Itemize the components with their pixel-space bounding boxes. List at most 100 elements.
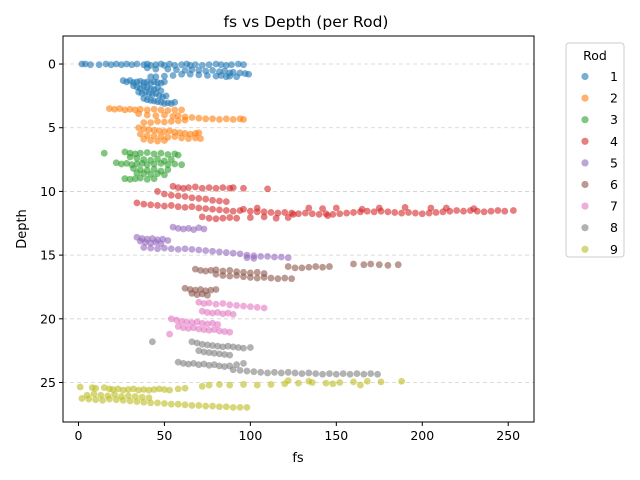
data-point — [133, 169, 141, 177]
data-point — [154, 117, 161, 125]
data-point — [374, 370, 381, 378]
data-point — [161, 202, 168, 210]
data-point — [202, 195, 210, 203]
data-point — [219, 214, 227, 222]
data-point — [221, 351, 228, 358]
data-point — [222, 198, 230, 206]
data-point — [245, 70, 253, 78]
data-point — [289, 210, 297, 218]
data-point — [360, 261, 368, 269]
data-point — [104, 392, 112, 400]
data-point — [236, 403, 244, 411]
data-point — [240, 273, 247, 281]
data-point — [174, 151, 182, 159]
data-point — [81, 60, 89, 68]
data-point — [509, 207, 517, 214]
data-point — [281, 209, 289, 216]
data-point — [174, 112, 182, 120]
data-point — [216, 248, 223, 256]
data-point — [119, 386, 127, 394]
data-point — [209, 247, 216, 255]
data-point — [226, 351, 234, 359]
data-point — [181, 384, 189, 392]
data-point — [143, 64, 151, 72]
data-point — [375, 204, 383, 212]
data-point — [174, 224, 182, 232]
data-point — [143, 149, 151, 156]
legend-marker — [581, 137, 589, 145]
legend-marker — [581, 180, 589, 189]
data-point — [123, 159, 131, 167]
data-point — [229, 184, 237, 191]
data-point — [295, 379, 302, 387]
y-tick-label: 0 — [48, 57, 56, 72]
series-4 — [133, 182, 517, 223]
data-point — [112, 60, 120, 68]
x-tick-label: 200 — [410, 428, 434, 443]
data-point — [188, 289, 196, 297]
x-tick-label: 250 — [496, 428, 520, 443]
data-point — [128, 61, 136, 69]
data-point — [157, 149, 165, 157]
data-point — [150, 150, 158, 158]
data-point — [150, 175, 158, 183]
data-point — [432, 209, 440, 216]
data-point — [205, 61, 213, 69]
data-point — [234, 60, 242, 68]
data-point — [216, 206, 223, 214]
data-point — [216, 116, 223, 123]
legend-marker — [581, 72, 589, 81]
data-point — [240, 302, 247, 310]
data-point — [267, 209, 275, 216]
x-tick-label: 50 — [156, 428, 172, 443]
data-point — [363, 207, 371, 215]
data-point — [494, 207, 502, 214]
data-point — [161, 386, 168, 393]
data-point — [264, 252, 271, 260]
data-point — [90, 390, 98, 398]
data-point — [315, 210, 323, 218]
data-point — [161, 128, 168, 135]
data-point — [229, 343, 237, 351]
data-point — [253, 274, 261, 282]
data-point — [267, 381, 275, 388]
data-point — [198, 340, 206, 348]
data-point — [136, 174, 144, 182]
data-point — [188, 203, 196, 211]
data-point — [212, 60, 220, 68]
data-point — [398, 209, 406, 217]
data-point — [133, 154, 141, 162]
data-point — [212, 184, 220, 192]
data-point — [205, 214, 213, 222]
data-point — [92, 384, 100, 392]
data-point — [174, 400, 182, 408]
data-point — [224, 309, 232, 317]
data-point — [167, 245, 175, 253]
data-point — [210, 361, 218, 369]
data-point — [460, 207, 467, 215]
data-point — [229, 116, 237, 123]
legend-marker — [581, 116, 589, 124]
data-point — [118, 393, 125, 400]
data-point — [212, 286, 220, 293]
data-point — [179, 359, 187, 367]
data-point — [169, 182, 177, 190]
data-point — [233, 272, 241, 279]
data-point — [308, 210, 316, 218]
data-point — [353, 370, 361, 377]
data-point — [195, 224, 203, 232]
data-point — [243, 254, 251, 262]
data-point — [240, 116, 247, 123]
data-point — [181, 116, 189, 124]
data-point — [198, 61, 206, 69]
data-point — [336, 210, 344, 218]
data-point — [106, 105, 113, 113]
data-point — [161, 244, 168, 252]
data-point — [193, 339, 201, 347]
data-point — [188, 194, 196, 202]
data-point — [169, 72, 177, 79]
data-point — [140, 125, 148, 133]
data-point — [173, 316, 180, 324]
data-point — [240, 61, 247, 69]
